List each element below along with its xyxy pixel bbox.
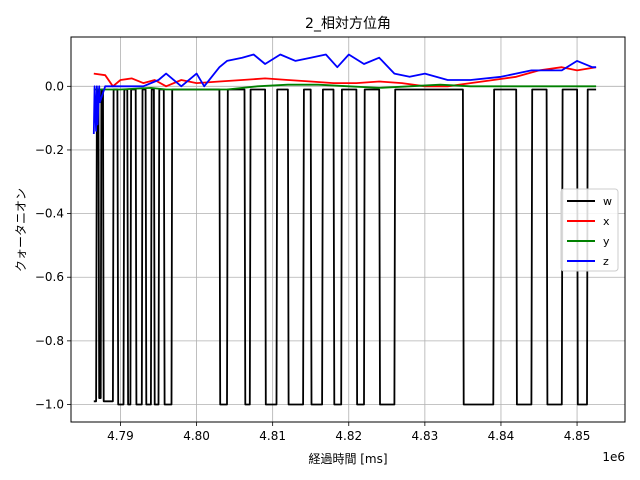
axis-ticks: 4.79 4.80 4.81 4.82 4.83 4.84 4.85 0.0 −0.2 −0.4 −… [35,79,591,443]
x-tick-label: 4.83 [412,429,439,443]
y-tick-label: −0.4 [35,207,64,221]
x-tick-label: 4.80 [183,429,210,443]
legend-box [560,188,619,272]
legend-label-w: w [603,195,612,208]
x-axis-label: 経過時間 [ms] [308,452,387,466]
plot-frame [70,36,626,423]
y-tick-label: −0.2 [35,143,64,157]
series-line-x [93,66,597,88]
chart-title: 2_相対方位角 [305,16,391,32]
y-tick-label: −1.0 [35,398,64,412]
series-line-y [93,83,597,91]
x-tick-label: 4.85 [564,429,591,443]
legend-label-y: y [603,235,610,248]
series-line-z [92,53,597,135]
x-tick-label: 4.84 [488,429,515,443]
y-tick-label: 0.0 [45,79,64,93]
x-axis-offset-label: 1e6 [602,450,625,464]
y-tick-label: −0.8 [35,334,64,348]
x-tick-label: 4.79 [107,429,134,443]
x-tick-label: 4.81 [259,429,286,443]
x-tick-label: 4.82 [335,429,362,443]
plot-series [92,53,597,406]
y-axis-label: クォータニオン [14,188,28,272]
legend-label-z: z [603,255,609,268]
y-tick-label: −0.6 [35,270,64,284]
legend-label-x: x [603,215,610,228]
